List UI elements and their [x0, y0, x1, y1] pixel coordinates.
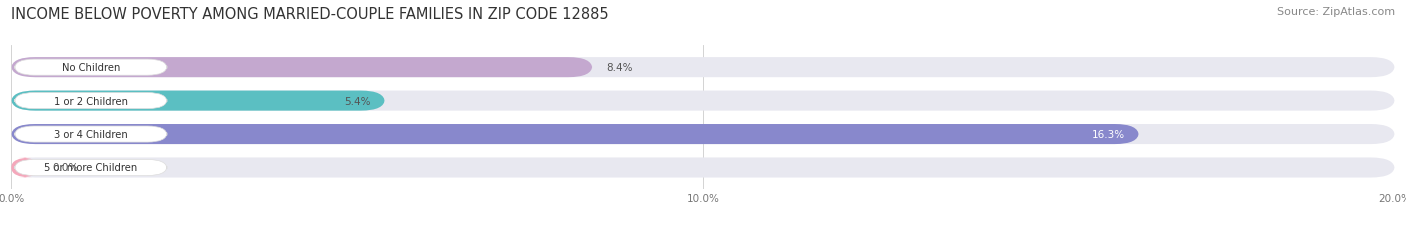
Text: 5.4%: 5.4% — [344, 96, 371, 106]
Text: No Children: No Children — [62, 63, 120, 73]
Text: INCOME BELOW POVERTY AMONG MARRIED-COUPLE FAMILIES IN ZIP CODE 12885: INCOME BELOW POVERTY AMONG MARRIED-COUPL… — [11, 7, 609, 22]
Text: Source: ZipAtlas.com: Source: ZipAtlas.com — [1277, 7, 1395, 17]
FancyBboxPatch shape — [11, 125, 1139, 144]
Text: 1 or 2 Children: 1 or 2 Children — [53, 96, 128, 106]
FancyBboxPatch shape — [11, 125, 1395, 144]
FancyBboxPatch shape — [11, 91, 1395, 111]
FancyBboxPatch shape — [11, 158, 1395, 178]
Text: 0.0%: 0.0% — [53, 163, 79, 173]
Text: 3 or 4 Children: 3 or 4 Children — [53, 130, 128, 140]
FancyBboxPatch shape — [14, 160, 167, 176]
FancyBboxPatch shape — [14, 126, 167, 143]
FancyBboxPatch shape — [11, 58, 1395, 78]
FancyBboxPatch shape — [11, 158, 39, 178]
FancyBboxPatch shape — [11, 91, 385, 111]
Text: 8.4%: 8.4% — [606, 63, 633, 73]
FancyBboxPatch shape — [11, 58, 592, 78]
FancyBboxPatch shape — [14, 60, 167, 76]
FancyBboxPatch shape — [14, 93, 167, 109]
Text: 16.3%: 16.3% — [1092, 130, 1125, 140]
Text: 5 or more Children: 5 or more Children — [44, 163, 138, 173]
